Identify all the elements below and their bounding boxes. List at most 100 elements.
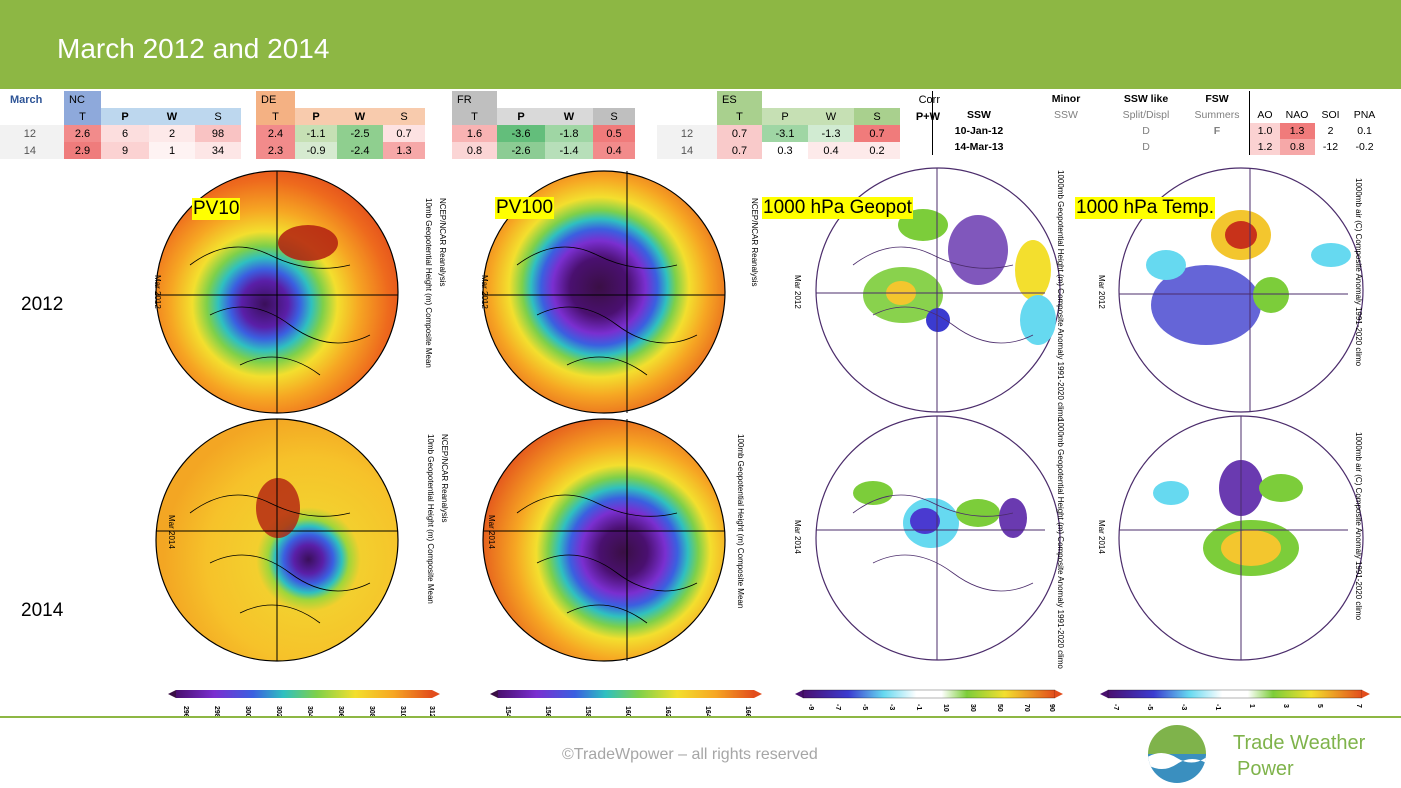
de-cell: 1.3 [383,142,425,159]
nc-cell: 34 [195,142,241,159]
map-date-pv10-2012: Mar 2012 [153,275,162,309]
cb-pv10-tick: 3120 [428,706,435,716]
fr-col-w: W [545,108,593,125]
cb-temp-tick: 3 [1282,704,1289,708]
ssw-table: Minor SSW like FSW SSW SSW Split/Displ S… [932,91,1383,155]
nc-tag: NC [64,91,101,108]
year-label-2014: 2014 [21,600,64,621]
de-cell: 2.3 [256,142,295,159]
map-date-temp-2012: Mar 2012 [1097,275,1106,309]
ssw-cell: F [1213,125,1221,137]
map-date-geo-2012: Mar 2012 [793,275,802,309]
pv10-caption-0: NCEP/NCAR Reanalysis [438,198,447,287]
nc-cell: 2.6 [64,125,101,142]
fr-cell: -1.8 [545,125,593,142]
de-cell: 2.4 [256,125,295,142]
fr-col-t: T [452,108,497,125]
es-cell: 0.7 [854,125,900,142]
header-bar: March 2012 and 2014 [0,0,1401,89]
ssw-h1: SSW like [1123,93,1169,105]
de-tag: DE [256,91,295,108]
temp-caption-1b: 1000mb air (C) Composite Anomaly 1991-20… [1354,432,1363,621]
cb-pv100-tick: 1540 [504,706,511,716]
es-cell: 0.4 [808,142,854,159]
map-grid [155,167,1364,662]
cb-geo-tick: -3 [888,704,895,710]
ssw-date: 10-Jan-12 [932,123,1025,139]
ssw-cell: 1.3 [1280,123,1315,139]
cb-pv10-tick: 3020 [275,706,282,716]
map-label-pv100: PV100 [495,197,555,219]
cb-pv10-tick: 3040 [306,706,313,716]
es-col-w: W [808,108,854,125]
cb-pv100-tick: 1660 [744,706,751,716]
ssw-cell [1025,139,1107,155]
ssw-h2: SOI [1321,109,1340,121]
map-date-geo-2014: Mar 2014 [793,520,802,554]
temp-2014-map [1118,415,1364,661]
cb-geo-tick: -1 [915,704,922,710]
temp-caption-1: 1000mb air (C) Composite Anomaly 1991-20… [1354,178,1363,367]
year-row-14: 14 [23,144,36,157]
pv10-2012-map [155,170,399,414]
ssw-h2: NAO [1285,109,1309,121]
cb-pv100-tick: 1560 [544,706,551,716]
cb-temp-tick: -3 [1180,704,1187,710]
cb-pv100-tick: 1640 [704,706,711,716]
es-cell: -1.3 [808,125,854,142]
fr-cell: -1.4 [545,142,593,159]
ssw-cell: 0.1 [1357,125,1372,137]
map-date-pv100-2012: Mar 2012 [480,275,489,309]
footer-divider [0,716,1401,718]
cb-temp-tick: 1 [1248,704,1255,708]
ssw-cell: 1.0 [1249,123,1280,139]
fr-cell: 0.4 [593,142,635,159]
ssw-cell: 0.8 [1280,139,1315,155]
nc-cell: 2.9 [64,142,101,159]
logo-icon [1148,725,1206,783]
year-label-2012: 2012 [21,294,64,315]
copyright-text: ©TradeWpower – all rights reserved [562,746,818,763]
fr-cell: -3.6 [497,125,545,142]
cb-geo-tick: 50 [996,704,1003,712]
fr-table: FR T P W S 1.6 -3.6 -1.8 0.5 0.8 -2.6 -1… [452,91,635,159]
de-col-s: S [383,108,425,125]
ssw-date: 14-Mar-13 [932,139,1025,155]
ssw-h2: Split/Displ [1122,109,1170,121]
pv100-2012-map [482,170,726,414]
nc-table: March NC T P W S 12 2.6 6 2 98 14 2.9 9 … [0,91,241,159]
es-year-14: 14 [680,144,694,157]
temp-2012-map [1118,167,1364,413]
pv100-caption-1: 100mb Geopotential Height (m) Composite … [736,434,745,609]
ssw-h1: Minor [1051,93,1081,105]
fr-cell: 0.5 [593,125,635,142]
nc-col-s: S [195,108,241,125]
cb-geo-tick: 30 [969,704,976,712]
cb-pv100-tick: 1620 [664,706,671,716]
nc-cell: 2 [149,125,195,142]
cb-geo-tick: -5 [861,704,868,710]
ssw-h1: FSW [1205,93,1229,105]
cb-temp-tick: 5 [1316,704,1323,708]
cb-pv100-tick: 1580 [584,706,591,716]
fr-tag: FR [452,91,497,108]
cb-pv100-tick: 1600 [624,706,631,716]
pv10-2014-map [155,418,399,662]
geo-caption-1: 1000mb Geopotential Height (m) Composite… [1056,170,1065,421]
ssw-h2: SSW [932,107,1025,123]
geopot-2014-map [815,415,1061,661]
es-col-s: S [854,108,900,125]
ssw-h2: Summers [1194,109,1240,121]
cb-geo-tick: 10 [942,704,949,712]
nc-col-p: P [101,108,149,125]
ssw-cell: D [1142,141,1150,153]
nc-cell: 6 [101,125,149,142]
ssw-cell: 2 [1327,125,1334,137]
es-cell: -3.1 [762,125,808,142]
fr-col-s: S [593,108,635,125]
ssw-cell [1025,123,1107,139]
ssw-cell: -0.2 [1355,141,1374,153]
de-cell: -0.9 [295,142,337,159]
map-date-pv100-2014: Mar 2014 [487,515,496,549]
es-col-t: T [717,108,762,125]
